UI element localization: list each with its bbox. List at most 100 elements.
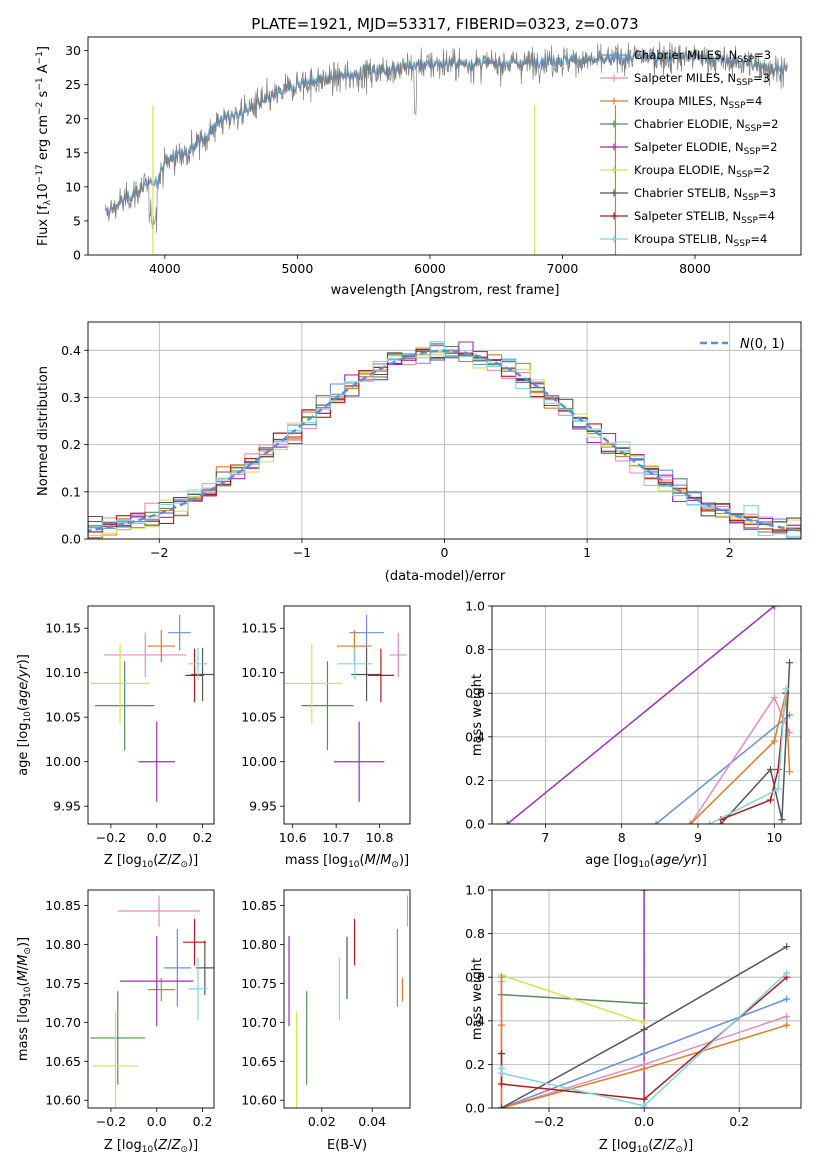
error-bar-point <box>168 614 192 651</box>
x-axis-label: age [log10(age/yr)] <box>585 853 707 870</box>
marker-plus <box>503 820 511 824</box>
error-bar-point <box>183 918 206 966</box>
weight-series <box>640 890 648 1108</box>
error-bar-point <box>120 935 194 1027</box>
y-tick-label: 0.4 <box>465 729 485 744</box>
normal-curve <box>88 349 801 532</box>
y-tick-label: 0.0 <box>61 532 81 547</box>
marker-plus <box>774 785 782 793</box>
marker-plus <box>766 796 774 804</box>
figure-title: PLATE=1921, MJD=53317, FIBERID=0323, z=0… <box>251 15 638 33</box>
axes-frame <box>283 889 411 1109</box>
marker-plus <box>652 820 660 824</box>
legend: Chabrier MILES, NSSP=3 Salpeter MILES, NS… <box>600 48 779 249</box>
y-axis-label: age [log10(age/yr)] <box>16 654 33 776</box>
y-tick-label: 9.95 <box>53 799 81 814</box>
x-tick-label: 1 <box>583 545 591 560</box>
legend-entry: N(0, 1) <box>740 337 785 352</box>
marker-plus <box>640 1095 648 1103</box>
y-tick-label: 10 <box>65 179 81 194</box>
marker-plus <box>640 1019 648 1027</box>
y-tick-label: 10.10 <box>45 665 81 680</box>
marker-plus <box>783 995 791 1003</box>
y-tick-label: 10.70 <box>45 1015 81 1030</box>
marker-plus <box>774 766 782 773</box>
legend-entry: Chabrier ELODIE, NSSP=2 <box>634 117 779 134</box>
weight-series <box>705 685 790 824</box>
marker-plus <box>640 890 648 894</box>
x-axis-label: E(B-V) <box>327 1138 367 1153</box>
marker-plus <box>610 120 618 128</box>
x-tick-label: 0.0 <box>634 1114 654 1129</box>
x-tick-label: 10 <box>766 830 782 845</box>
weight-line <box>689 693 791 824</box>
x-tick-label: 6000 <box>414 261 446 276</box>
marker-plus <box>498 973 506 981</box>
marker-plus <box>766 766 774 773</box>
weight-line <box>500 977 787 1108</box>
x-axis-label: mass [log10(M/M⊙)] <box>285 853 409 870</box>
marker-plus <box>640 1050 648 1057</box>
marker-plus <box>783 943 791 951</box>
marker-plus <box>786 659 794 667</box>
x-axis-label: Z [log10(Z/Z⊙)] <box>599 1138 693 1155</box>
marker-plus <box>610 74 618 82</box>
error-bar-point <box>90 991 146 1085</box>
weight-line <box>506 606 775 824</box>
plot-area <box>90 614 214 802</box>
marker-plus <box>610 143 618 151</box>
plot-area <box>104 41 789 255</box>
marker-plus <box>498 1104 506 1108</box>
axes-frame <box>87 889 215 1109</box>
panel-weight_vs_age: 7 8 9 10 0.0 0.2 0.4 0.6 0.8 1.0 age [log10(age/yr… <box>465 599 802 870</box>
marker-plus <box>640 999 648 1007</box>
observed-spectrum-line <box>104 41 788 233</box>
y-tick-label: 10.00 <box>241 754 277 769</box>
legend-entry: Kroupa MILES, NSSP=4 <box>634 94 762 111</box>
weight-line <box>720 662 791 824</box>
error-bar-point <box>94 661 155 751</box>
x-tick-label: 9 <box>694 830 702 845</box>
x-tick-label: 5000 <box>281 261 313 276</box>
x-tick-label: 8 <box>618 830 626 845</box>
error-bar-point <box>337 647 373 680</box>
y-tick-label: 20 <box>65 111 81 126</box>
x-tick-label: −0.2 <box>96 1114 126 1129</box>
weight-line <box>720 693 787 821</box>
weight-line <box>655 714 791 824</box>
y-tick-label: 10.15 <box>45 621 81 636</box>
axes-frame <box>87 36 802 256</box>
axes-frame <box>87 605 215 825</box>
y-tick-label: 0.0 <box>465 817 485 832</box>
x-tick-label: 0.2 <box>193 1114 213 1129</box>
legend-entry: Salpeter STELIB, NSSP=4 <box>634 209 775 226</box>
y-axis-label: mass weight <box>470 958 485 1040</box>
x-tick-label: 0.04 <box>358 1114 386 1129</box>
y-tick-label: 10.85 <box>45 898 81 913</box>
marker-plus <box>610 51 618 59</box>
marker-plus <box>783 969 791 977</box>
error-bar-point <box>163 928 192 1007</box>
weight-series <box>503 606 778 824</box>
error-bar-point <box>90 643 150 724</box>
y-tick-label: 1.0 <box>465 599 485 614</box>
error-bar-point <box>92 1011 139 1108</box>
error-bar-point <box>104 632 187 678</box>
x-tick-label: 0 <box>441 545 449 560</box>
x-axis-label: Z [log10(Z/Z⊙)] <box>104 1138 198 1155</box>
weight-series <box>686 694 794 824</box>
weight-series <box>498 943 791 1108</box>
x-tick-label: 0.2 <box>193 830 213 845</box>
marker-plus <box>770 694 778 702</box>
marker-plus <box>770 737 778 745</box>
y-tick-label: 10.65 <box>45 1054 81 1069</box>
y-tick-label: 0 <box>73 248 81 263</box>
panel-residuals: −2 −1 0 1 2 0.0 0.1 0.2 0.3 0.4 N(0, 1) (data-model… <box>36 321 802 584</box>
axes-frame <box>491 889 802 1109</box>
y-tick-label: 0.8 <box>465 926 485 941</box>
marker-plus <box>783 1012 791 1020</box>
error-bar-point <box>185 648 204 703</box>
legend-entry: Chabrier MILES, NSSP=3 <box>634 48 771 65</box>
marker-plus <box>778 816 786 824</box>
marker-plus <box>498 1021 506 1029</box>
